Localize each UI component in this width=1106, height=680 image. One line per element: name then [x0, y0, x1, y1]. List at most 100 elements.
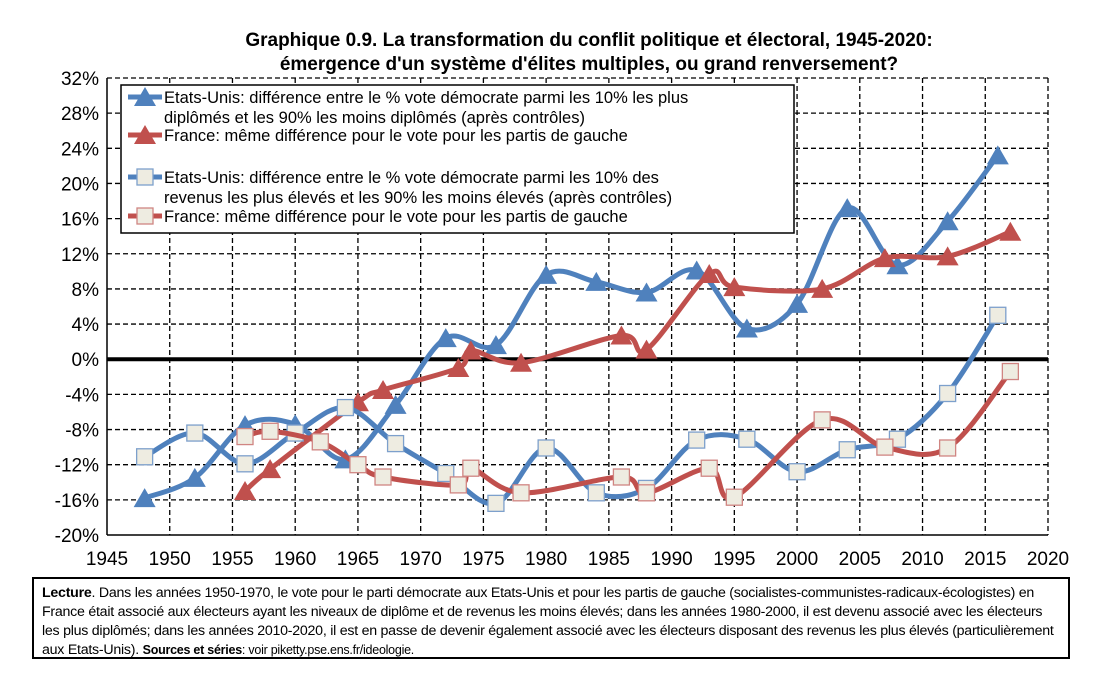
data-point-square [487, 494, 505, 513]
chart-title-line-2: émergence d'un système d'élites multiple… [280, 54, 898, 75]
data-point-triangle [134, 87, 156, 106]
series-2 [135, 306, 1007, 513]
legend: Etats-Unis: différence entre le % vote d… [120, 84, 795, 234]
sources-text: : voir piketty.pse.ens.fr/ideologie. [241, 643, 415, 657]
legend-label: diplômés et les 90% les moins diplômés (… [164, 109, 585, 127]
y-tick-label: 4% [72, 315, 100, 336]
data-point-triangle [936, 211, 959, 231]
x-tick-label: 2015 [964, 549, 1006, 570]
x-tick-label: 1950 [149, 549, 191, 570]
series-1 [234, 221, 1022, 501]
legend-box [120, 84, 795, 234]
data-point-triangle [685, 260, 708, 280]
data-point-triangle [735, 318, 758, 338]
y-tick-label: -16% [55, 491, 99, 512]
data-point-triangle [535, 264, 558, 284]
data-point-square [725, 488, 743, 506]
y-tick-label: 28% [61, 104, 99, 125]
y-tick-label: 12% [61, 245, 99, 266]
data-point-triangle [459, 340, 482, 360]
x-tick-label: 1990 [650, 549, 692, 570]
data-point-triangle [886, 255, 909, 275]
data-point-triangle [372, 379, 395, 399]
x-tick-label: 2000 [776, 549, 818, 570]
y-tick-label: 0% [72, 350, 100, 371]
data-point-square [700, 459, 718, 477]
x-tick-label: 1975 [462, 549, 504, 570]
y-tick-label: 16% [61, 210, 99, 231]
data-point-square [186, 424, 204, 442]
data-point-square [261, 422, 279, 440]
data-point-triangle [936, 246, 959, 266]
data-point-square [136, 168, 154, 186]
data-point-triangle [259, 459, 282, 479]
data-point-triangle [234, 481, 257, 501]
data-point-square [386, 434, 405, 453]
data-point-triangle [610, 325, 633, 345]
data-point-square [374, 468, 392, 486]
data-point-triangle [434, 328, 457, 348]
y-tick-label: -20% [55, 526, 99, 547]
x-tick-label: 1965 [337, 549, 379, 570]
series-group [133, 145, 1022, 513]
data-point-square [938, 439, 957, 457]
data-point-square [136, 207, 154, 225]
data-point-square [989, 306, 1007, 324]
data-point-square [876, 438, 894, 456]
data-point-square [788, 463, 806, 481]
data-point-square [462, 459, 480, 477]
x-tick-label: 2005 [839, 549, 881, 570]
data-point-triangle [510, 352, 533, 372]
data-point-square [813, 411, 831, 429]
data-point-square [236, 455, 254, 473]
y-tick-label: 32% [61, 69, 99, 90]
y-tick-label: -12% [55, 456, 99, 477]
note-lead: Lecture [42, 585, 92, 601]
data-point-triangle [384, 394, 407, 414]
legend-label: France: même différence pour le vote pou… [164, 208, 628, 226]
x-tick-label: 1980 [525, 549, 567, 570]
data-point-square [612, 468, 631, 486]
axes: 1945 1950 1955 1960 1965 1970 1975 1980 1985 1990… [55, 69, 1070, 570]
x-tick-label: 2010 [901, 549, 943, 570]
x-tick-label: 1955 [211, 549, 253, 570]
data-point-square [938, 384, 957, 403]
note-text: . Dans les années 1950-1970, le vote pou… [42, 585, 1054, 658]
data-point-triangle [999, 221, 1022, 241]
data-point-triangle [635, 339, 658, 359]
x-tick-label: 1945 [86, 549, 128, 570]
legend-label: France: même différence pour le vote pou… [164, 127, 628, 145]
data-point-square [688, 431, 706, 449]
x-tick-label: 2020 [1027, 549, 1069, 570]
data-point-triangle [585, 271, 608, 291]
data-point-triangle [183, 467, 206, 487]
y-tick-label: 20% [61, 174, 99, 195]
legend-label: Etats-Unis: différence entre le % vote d… [164, 169, 659, 187]
data-point-square [637, 484, 656, 502]
data-point-triangle [447, 358, 470, 378]
y-tick-label: -8% [65, 421, 99, 442]
data-point-square [838, 441, 856, 459]
data-point-square [449, 476, 467, 494]
y-tick-label: -4% [65, 385, 99, 406]
data-point-square [738, 430, 756, 448]
data-point-triangle [986, 145, 1009, 165]
legend-label: Etats-Unis: différence entre le % vote d… [164, 89, 688, 107]
data-point-triangle [786, 293, 809, 313]
data-point-square [135, 448, 154, 466]
data-point-triangle [836, 198, 859, 218]
data-point-triangle [484, 335, 507, 355]
x-tick-label: 1985 [588, 549, 630, 570]
data-point-triangle [698, 263, 721, 283]
data-point-triangle [133, 488, 156, 508]
x-tick-label: 1960 [274, 549, 316, 570]
y-tick-label: 8% [72, 280, 100, 301]
data-point-square [537, 439, 555, 457]
data-point-square [587, 484, 605, 502]
legend-label: revenus les plus élevés et les 90% les m… [164, 189, 672, 207]
x-tick-label: 1995 [713, 549, 755, 570]
data-point-square [236, 427, 254, 446]
sources-label: Sources et séries [142, 643, 243, 657]
data-point-triangle [723, 277, 746, 297]
